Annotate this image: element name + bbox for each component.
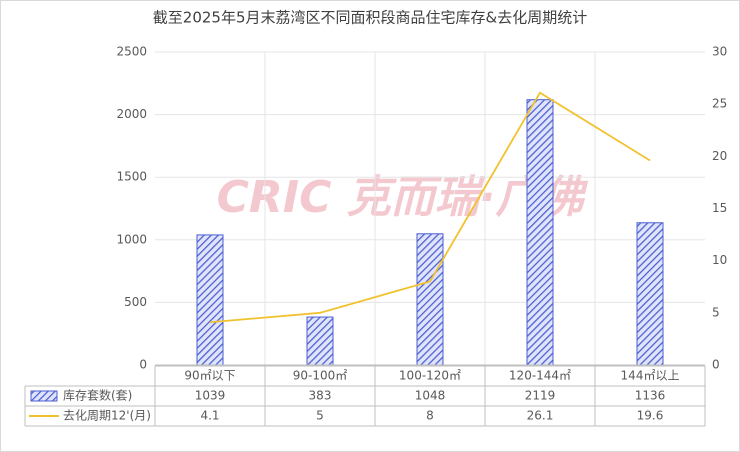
legend-swatch	[30, 390, 58, 402]
y-tick-label: 2000	[116, 107, 147, 121]
table-value: 8	[426, 409, 434, 423]
legend-label: 库存套数(套)	[63, 388, 132, 403]
y-tick-label: 500	[124, 295, 147, 309]
x-tick-label: 90㎡以下	[184, 369, 235, 383]
chart-title: 截至2025年5月末荔湾区不同面积段商品住宅库存&去化周期统计	[153, 9, 587, 27]
table-value: 4.1	[200, 409, 219, 423]
y2-tick-label: 0	[712, 358, 720, 372]
y2-tick-label: 20	[712, 149, 727, 163]
y-tick-label: 2500	[116, 45, 147, 59]
watermark: CRIC 克而瑞·广佛	[217, 172, 589, 223]
y2-tick-label: 25	[712, 97, 727, 111]
table-value: 5	[316, 409, 324, 423]
legend-label: 去化周期12'(月)	[63, 409, 151, 423]
bar	[416, 233, 444, 366]
line	[209, 91, 651, 324]
table-value: 26.1	[527, 409, 554, 423]
bar	[196, 234, 224, 366]
table-value: 2119	[525, 389, 556, 403]
bar	[636, 222, 664, 366]
bar	[306, 316, 334, 366]
table-value: 1136	[635, 389, 666, 403]
x-tick-label: 90-100㎡	[293, 369, 348, 383]
y2-tick-label: 10	[712, 253, 727, 267]
table-value: 1048	[415, 389, 446, 403]
table-value: 19.6	[637, 409, 664, 423]
y2-tick-label: 15	[712, 201, 727, 215]
table-value: 1039	[195, 389, 226, 403]
bar	[526, 99, 554, 366]
y-tick-label: 0	[139, 358, 147, 372]
y2-tick-label: 30	[712, 45, 727, 59]
y-tick-label: 1500	[116, 170, 147, 184]
x-tick-label: 144㎡以上	[621, 369, 680, 383]
table-value: 383	[309, 389, 332, 403]
y-tick-label: 1000	[116, 232, 147, 246]
x-tick-label: 100-120㎡	[399, 369, 461, 383]
x-tick-label: 120-144㎡	[509, 369, 571, 383]
y2-tick-label: 5	[712, 305, 720, 319]
